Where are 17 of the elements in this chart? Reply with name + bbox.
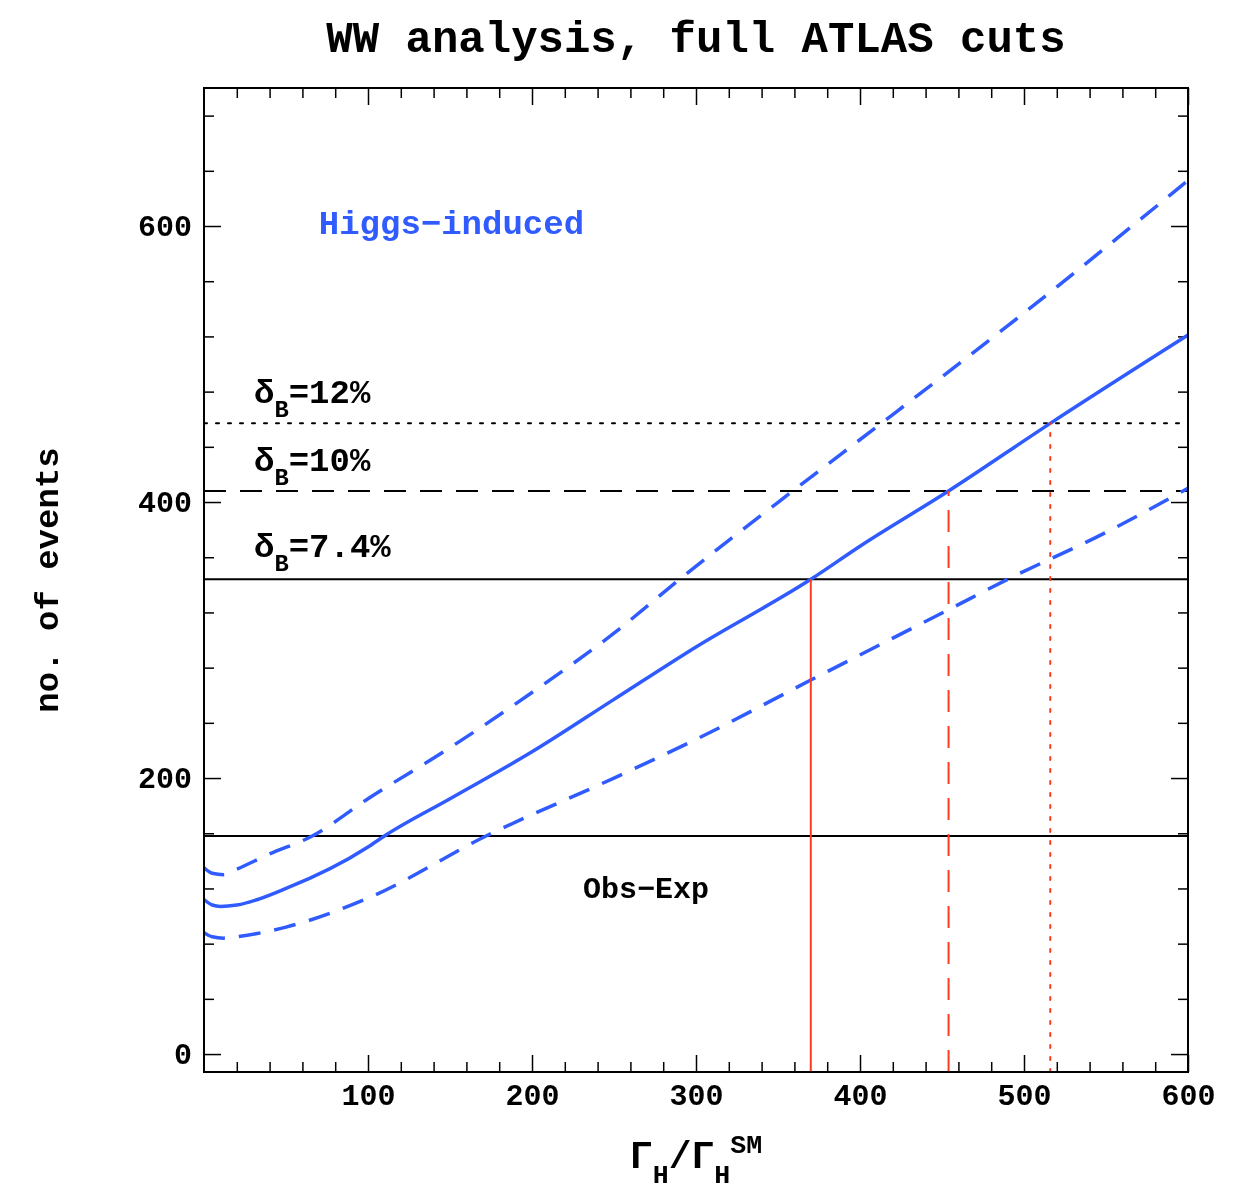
x-tick-label: 600 [1161,1080,1216,1115]
y-tick-label: 600 [137,211,192,246]
y-tick-label: 200 [137,763,192,798]
chart-title: WW analysis, full ATLAS cuts [326,15,1066,65]
annotation: δ$_{B}$=7.4% [254,529,392,578]
y-tick-label: 0 [173,1039,192,1074]
text: Higgs−induced [318,206,585,245]
y-tick-label: 400 [137,487,192,522]
annotation: δ$_{B}$=10% [254,442,371,492]
y-axis-title: no. of events [30,447,68,713]
annotation: δ$_{B}$=12% [254,375,371,424]
x-tick-label: 100 [341,1080,396,1115]
x-tick-label: 200 [505,1080,560,1115]
x-tick-label: 500 [997,1080,1052,1115]
x-tick-label: 300 [669,1080,724,1115]
x-tick-label: 400 [833,1080,888,1115]
annotation: Obs−Exp [582,873,710,908]
